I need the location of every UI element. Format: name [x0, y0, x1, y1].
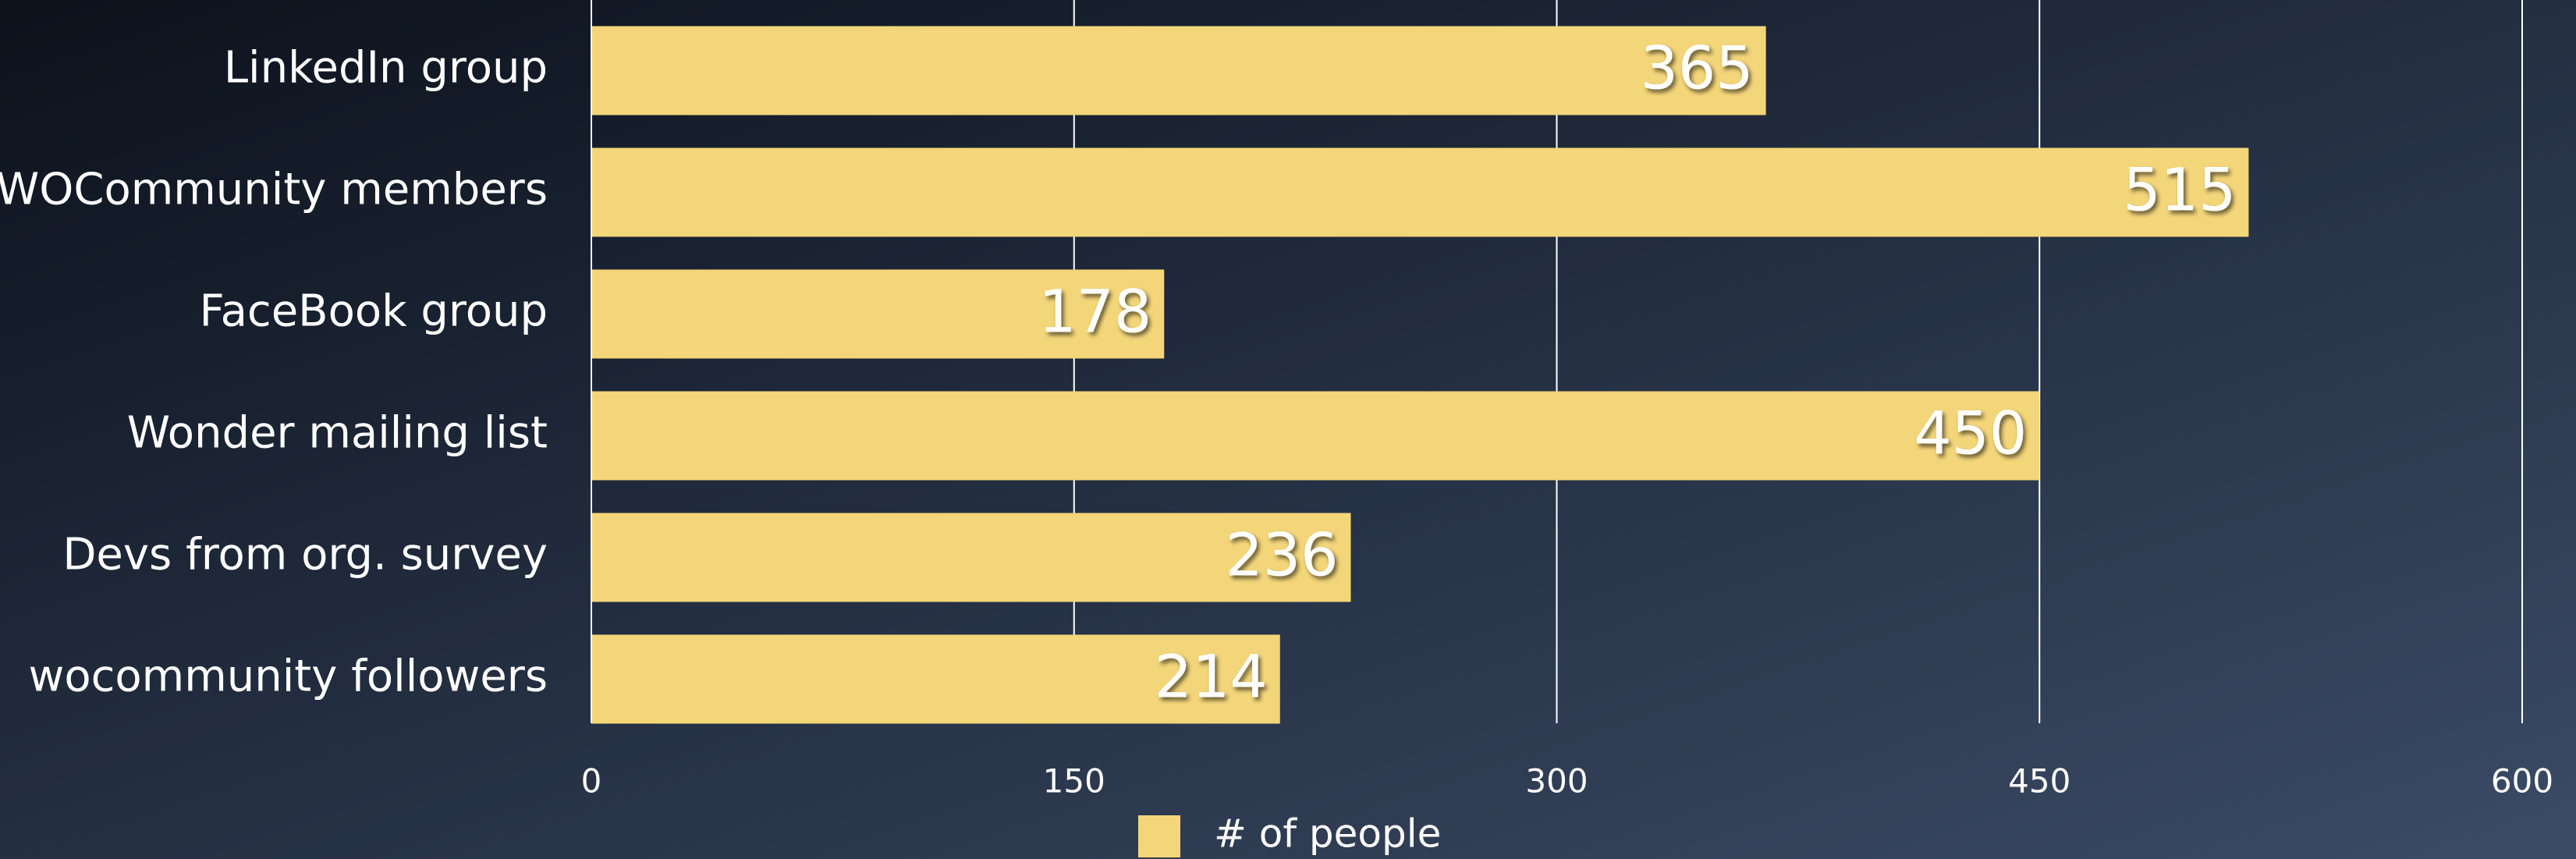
x-tick-label: 150 — [1043, 762, 1105, 800]
value-label: 214 — [1155, 641, 1268, 711]
y-tick-label: LinkedIn group — [224, 43, 548, 94]
value-label: 515 — [2123, 154, 2236, 224]
bar — [591, 391, 2040, 481]
x-tick-label: 300 — [1525, 762, 1588, 800]
legend-swatch — [1138, 815, 1180, 857]
x-tick-label: 450 — [2008, 762, 2070, 800]
x-tick-label: 600 — [2491, 762, 2553, 800]
bar — [591, 634, 1280, 724]
y-tick-label: Wonder mailing list — [127, 408, 548, 459]
bar — [591, 26, 1766, 115]
bar — [591, 147, 2249, 237]
y-tick-label: Devs from org. survey — [62, 530, 548, 580]
bar — [591, 513, 1351, 602]
value-label: 236 — [1225, 520, 1338, 589]
y-tick-label: wocommunity followers — [29, 651, 548, 702]
y-tick-label: FaceBook group — [200, 286, 548, 337]
value-label: 178 — [1038, 276, 1151, 346]
x-tick-label: 0 — [581, 762, 602, 800]
bar — [591, 269, 1165, 359]
value-label: 365 — [1641, 33, 1754, 102]
y-tick-label: WOCommunity members — [0, 165, 548, 215]
value-label: 450 — [1914, 398, 2027, 467]
legend-label: # of people — [1214, 811, 1441, 857]
